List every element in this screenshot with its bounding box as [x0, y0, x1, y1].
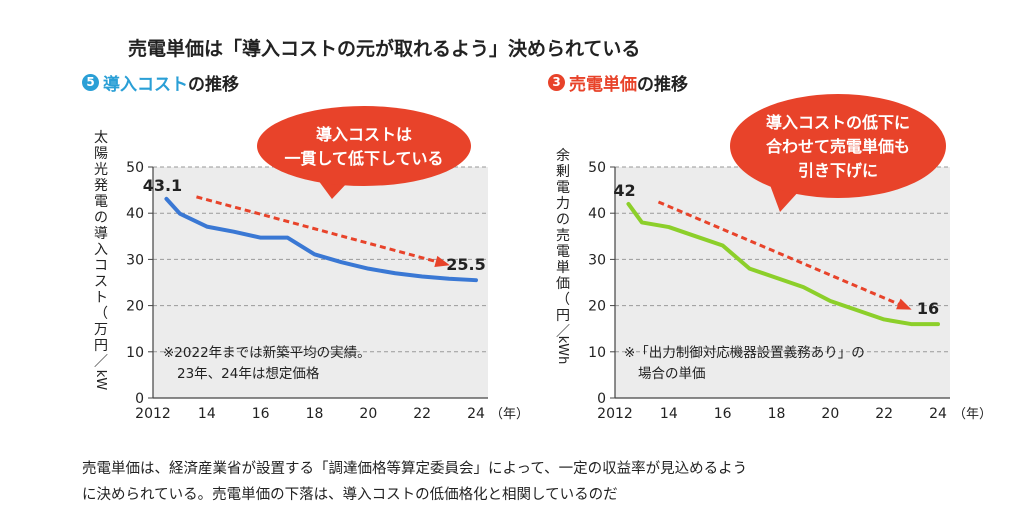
left-y-axis-label-char: 発: [94, 178, 108, 194]
caption-line-2: に決められている。売電単価の下落は、導入コストの低価格化と相関しているのだ: [82, 487, 618, 503]
left-note-text: ※2022年までは新築平均の実績。: [163, 345, 371, 361]
right-y-tick-label: 50: [588, 160, 606, 176]
right-x-tick-label: 24: [929, 406, 947, 422]
right-x-tick-label: 18: [768, 406, 786, 422]
right-x-axis-label: （年）: [953, 407, 992, 422]
left-chart-title: 5 導入コスト の推移: [82, 70, 239, 95]
right-chart-title-suffix: の推移: [637, 75, 688, 95]
left-y-axis-label-char: コ: [94, 258, 108, 274]
left-chart-title-highlight: 導入コスト: [103, 75, 188, 95]
left-plot-area: [153, 167, 488, 398]
right-chart-title-highlight: 売電単価: [569, 75, 637, 95]
left-y-axis-label-char: 太: [94, 130, 108, 146]
left-y-axis-label-char: 導: [94, 226, 108, 242]
right-y-axis-label-char: 剰: [556, 164, 570, 180]
right-series-line: [626, 201, 940, 327]
left-x-tick-label: 2012: [135, 406, 171, 422]
left-note-text: 23年、24年は想定価格: [177, 366, 320, 382]
right-chart-number-badge: 3: [548, 74, 565, 91]
right-x-tick-label: 2012: [597, 406, 633, 422]
left-y-axis-label-char: の: [94, 210, 108, 226]
right-y-axis-label-char: （: [556, 292, 570, 308]
left-y-axis-label-char: 円: [94, 338, 108, 354]
right-y-tick-label: 40: [588, 206, 606, 222]
right-y-axis-label-char: 余: [556, 147, 570, 164]
right-y-tick-label: 0: [597, 391, 606, 407]
left-data-label: 43.1: [143, 176, 182, 195]
right-bubble-text: 引き下げに: [798, 161, 878, 180]
right-bubble-text: 導入コストの低下に: [766, 113, 910, 132]
left-chart-title-suffix: の推移: [188, 75, 239, 95]
left-y-tick-label: 30: [126, 252, 144, 268]
right-note-text: ※「出力制御対応機器設置義務あり」の: [624, 344, 865, 361]
right-y-axis-label-char: 価: [556, 276, 570, 292]
right-x-tick-label: 20: [821, 406, 839, 422]
caption: 売電単価は、経済産業省が設置する「調達価格等算定委員会」によって、一定の収益率が…: [82, 456, 982, 508]
left-y-axis-unit: kW: [93, 370, 108, 391]
left-y-tick-label: 0: [135, 391, 144, 407]
right-trend-arrow-head: [896, 298, 912, 310]
left-y-axis-label-char: 電: [94, 194, 108, 210]
right-x-tick-label: 14: [660, 406, 678, 422]
right-y-axis-label-char: 単: [556, 260, 570, 276]
left-speech-bubble: [257, 106, 471, 186]
right-y-axis-label-char: 電: [556, 244, 570, 260]
left-x-tick-label: 14: [198, 406, 216, 422]
right-y-tick-label: 20: [588, 299, 606, 315]
right-y-axis-label-char: ／: [556, 324, 570, 340]
right-y-axis-label-char: の: [556, 212, 570, 228]
caption-line-1: 売電単価は、経済産業省が設置する「調達価格等算定委員会」によって、一定の収益率が…: [82, 461, 748, 477]
right-y-axis-unit: kWh: [555, 336, 570, 365]
left-x-tick-label: 24: [467, 406, 485, 422]
left-y-axis-label-char: 万: [94, 322, 108, 338]
left-trend-arrow: [196, 195, 447, 266]
right-y-tick-label: 30: [588, 252, 606, 268]
left-y-axis-label-char: 光: [94, 162, 108, 178]
left-x-tick-label: 22: [413, 406, 431, 422]
right-y-axis-label-char: 電: [556, 180, 570, 196]
right-speech-bubble: [730, 94, 946, 198]
left-y-axis-label-char: 陽: [94, 146, 108, 162]
left-y-axis-label-char: ス: [94, 274, 108, 290]
right-y-tick-label: 10: [588, 345, 606, 361]
right-data-label: 16: [917, 299, 939, 318]
left-x-axis-label: （年）: [490, 407, 529, 422]
left-y-axis-label-char: 入: [94, 242, 108, 258]
left-y-tick-label: 10: [126, 345, 144, 361]
left-y-axis-label-char: ト: [94, 290, 108, 306]
left-y-tick-label: 40: [126, 206, 144, 222]
right-chart-title: 3 売電単価 の推移: [548, 70, 688, 95]
left-x-tick-label: 16: [252, 406, 270, 422]
left-trend-arrow-head: [434, 255, 450, 268]
left-data-label: 25.5: [446, 255, 485, 274]
right-y-axis-label-char: 力: [556, 196, 570, 212]
left-chart-number-badge: 5: [82, 74, 99, 91]
right-x-tick-label: 22: [875, 406, 893, 422]
right-trend-arrow: [657, 200, 909, 310]
right-note-text: 場合の単価: [638, 366, 706, 382]
left-y-axis-label-char: （: [94, 306, 108, 322]
left-bubble-text: 導入コストは: [316, 125, 412, 144]
left-series-line: [164, 196, 478, 283]
right-bubble-text: 合わせて売電単価も: [766, 137, 910, 156]
right-y-axis-label-char: 売: [556, 228, 570, 244]
right-x-tick-label: 16: [714, 406, 732, 422]
left-y-tick-label: 20: [126, 299, 144, 315]
right-data-label: 42: [613, 181, 635, 200]
right-y-axis-label-char: 円: [556, 308, 570, 324]
left-y-axis-label-char: ／: [94, 354, 108, 370]
page-title: 売電単価は「導入コストの元が取れるよう」決められている: [128, 38, 641, 60]
left-bubble-text: 一貫して低下している: [284, 149, 443, 168]
left-x-tick-label: 20: [359, 406, 377, 422]
left-x-tick-label: 18: [306, 406, 324, 422]
left-y-tick-label: 50: [126, 160, 144, 176]
